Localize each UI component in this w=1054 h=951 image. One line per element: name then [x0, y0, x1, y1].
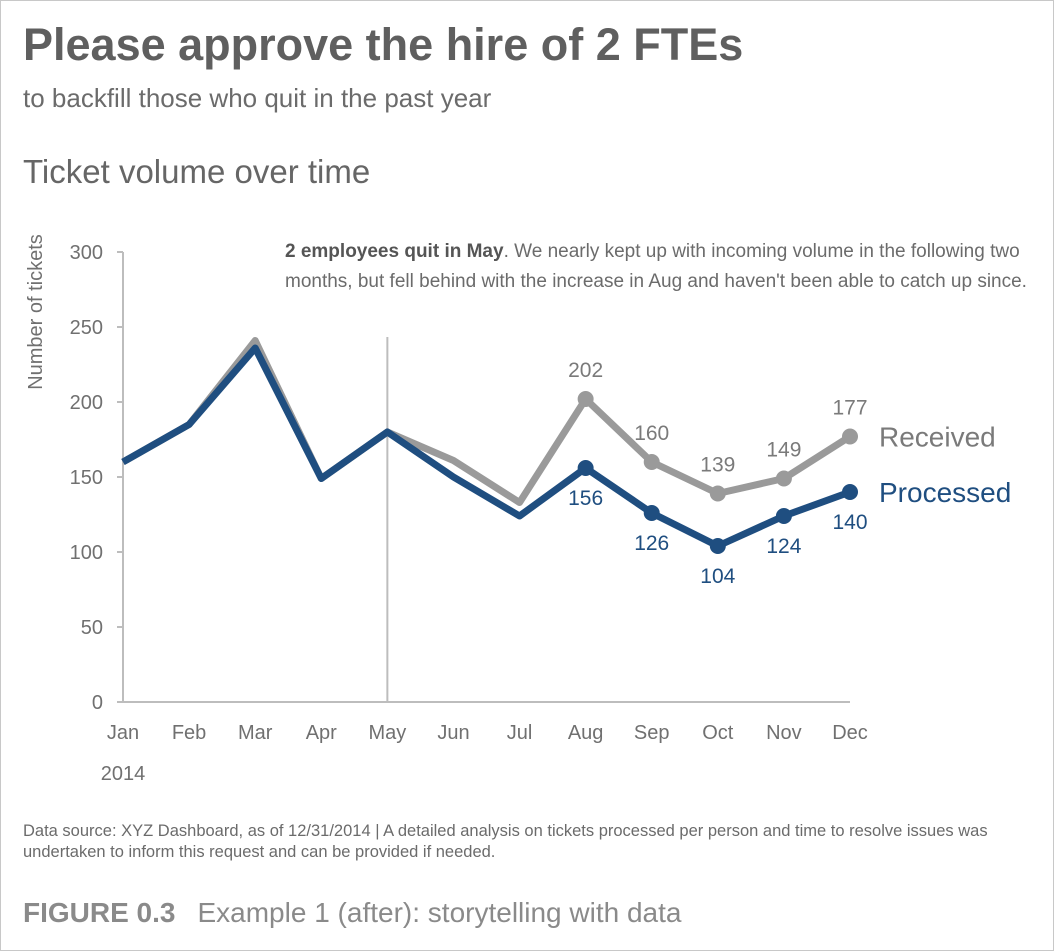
- figure-caption-text: Example 1 (after): storytelling with dat…: [197, 897, 682, 928]
- y-tick-label: 150: [70, 467, 103, 489]
- x-tick-label: Dec: [832, 722, 868, 744]
- x-tick-label: Feb: [172, 722, 206, 744]
- series-line-processed: [121, 344, 852, 550]
- y-tick-label: 200: [70, 392, 103, 414]
- x-tick-label: Sep: [634, 722, 670, 744]
- data-label-received: 177: [832, 397, 867, 420]
- data-label-processed: 126: [634, 532, 669, 555]
- data-label-processed: 140: [832, 511, 867, 534]
- data-point-processed: [643, 505, 660, 521]
- y-tick-label: 250: [70, 317, 103, 339]
- x-tick-label: May: [368, 722, 406, 744]
- legend-label-received: Received: [879, 422, 996, 453]
- data-point-received: [577, 391, 594, 407]
- data-point-received: [643, 454, 660, 470]
- data-point-received: [775, 470, 792, 487]
- y-tick-label: 50: [81, 617, 103, 639]
- x-tick-label: Jan: [107, 722, 139, 744]
- data-point-received: [709, 485, 726, 502]
- chart-title: Ticket volume over time: [23, 153, 371, 190]
- y-tick-label: 100: [70, 542, 103, 564]
- legend-label-processed: Processed: [879, 477, 1011, 508]
- chart-annotation: 2 employees quit in May. We nearly kept …: [285, 237, 1045, 297]
- x-tick-label: Aug: [568, 722, 604, 744]
- x-tick-label: Oct: [702, 722, 734, 744]
- x-tick-label: Mar: [238, 722, 273, 744]
- x-tick-label: Apr: [306, 722, 337, 744]
- data-label-processed: 156: [568, 487, 603, 510]
- x-tick-label: Nov: [766, 722, 802, 744]
- data-label-received: 160: [634, 422, 669, 445]
- x-tick-label: Jul: [507, 722, 533, 744]
- data-label-received: 202: [568, 359, 603, 382]
- series-line-received: [121, 337, 852, 506]
- page-title: Please approve the hire of 2 FTEs: [23, 19, 744, 70]
- data-point-processed: [842, 484, 858, 500]
- data-point-processed: [709, 538, 726, 554]
- data-label-received: 139: [700, 454, 735, 477]
- annotation-bold: 2 employees quit in May: [285, 241, 504, 262]
- y-axis-label: Number of tickets: [25, 234, 47, 390]
- x-tick-label: Jun: [437, 722, 469, 744]
- data-label-processed: 124: [766, 535, 801, 558]
- figure-label: FIGURE 0.3: [23, 897, 176, 928]
- annotation-text: . We nearly kept up with incoming volume…: [285, 241, 1027, 292]
- y-tick-label: 0: [92, 692, 103, 714]
- figure-caption: FIGURE 0.3 Example 1 (after): storytellin…: [23, 897, 681, 929]
- x-axis-label: 2014: [101, 763, 146, 785]
- data-point-received: [842, 428, 858, 445]
- data-label-received: 149: [766, 439, 801, 462]
- data-point-processed: [775, 508, 792, 524]
- data-label-processed: 104: [700, 565, 735, 588]
- page-subtitle: to backfill those who quit in the past y…: [23, 83, 492, 113]
- data-source-note: Data source: XYZ Dashboard, as of 12/31/…: [23, 822, 988, 861]
- data-point-processed: [577, 460, 594, 476]
- line-chart: 0 50 100 150 200 250 300 Number of tickets Jan Fe…: [25, 234, 1011, 785]
- y-tick-label: 300: [70, 242, 103, 264]
